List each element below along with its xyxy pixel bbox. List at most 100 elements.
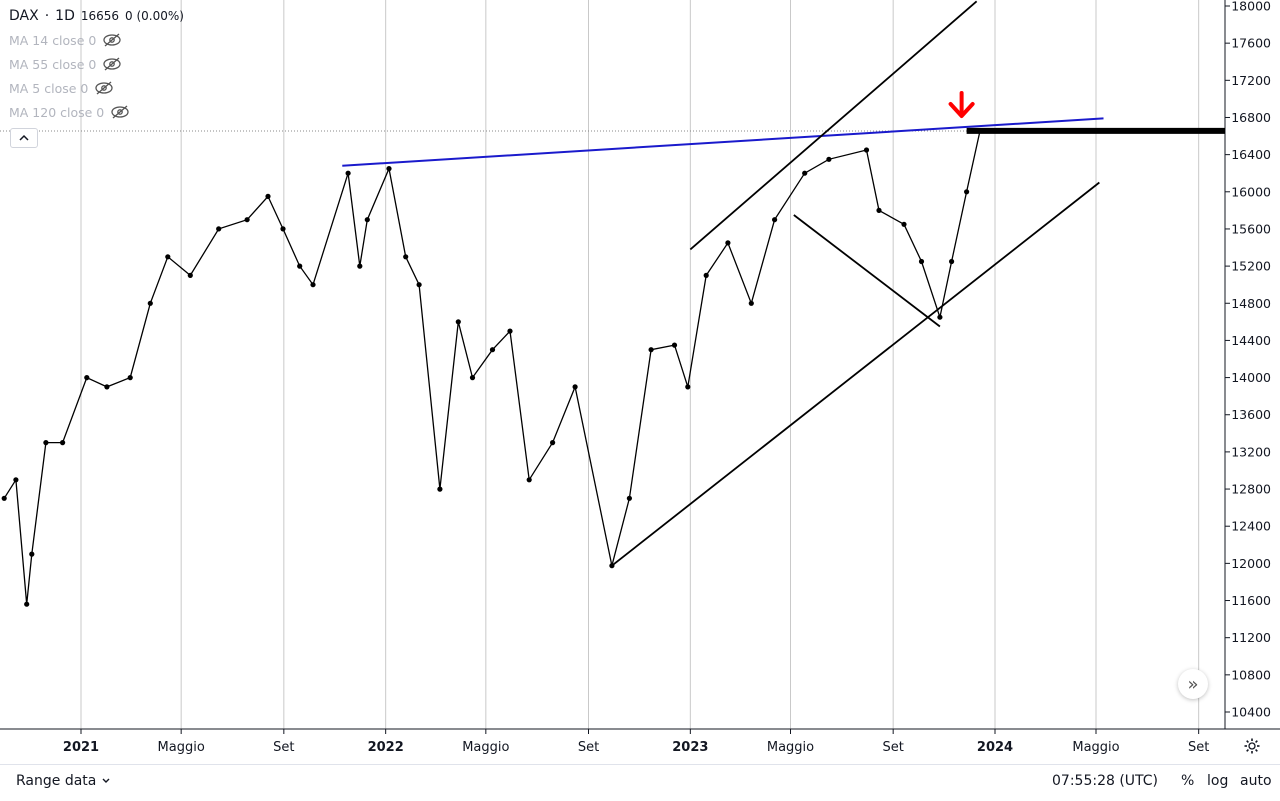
drawings-layer[interactable] [342, 0, 1225, 567]
chevron-up-icon [19, 134, 29, 141]
price-point [863, 147, 870, 153]
indicator-row[interactable]: MA 5 close 0 [9, 76, 184, 100]
chart-legend: DAX · 1D 16656 0 (0.00%) MA 14 close 0 M… [9, 8, 184, 124]
price-point [244, 217, 250, 223]
interval-label[interactable]: 1D [55, 8, 75, 24]
price-point [526, 477, 532, 483]
double-chevron-right-icon: » [1187, 673, 1199, 695]
price-point [703, 272, 709, 278]
date-range-button[interactable]: Range data [16, 773, 111, 789]
price-tick-label: 12800 [1231, 482, 1271, 497]
hidden-eye-icon[interactable] [102, 33, 122, 47]
price-point [24, 601, 30, 607]
price-point [187, 272, 193, 278]
price-point [937, 314, 943, 320]
indicator-label[interactable]: MA 120 close 0 [9, 104, 105, 120]
grid-lines [80, 0, 1200, 729]
price-tick-label: 11600 [1231, 593, 1271, 608]
date-range-label: Range data [16, 773, 97, 789]
price-tick-label: 16800 [1231, 110, 1271, 125]
symbol-row[interactable]: DAX · 1D 16656 0 (0.00%) [9, 8, 184, 28]
price-point [748, 300, 754, 306]
price-point [165, 254, 171, 260]
price-point [216, 226, 222, 232]
price-point [29, 551, 35, 557]
time-tick-label: 2021 [63, 740, 99, 755]
price-point [802, 170, 808, 176]
trendline-resistance[interactable] [342, 117, 1104, 167]
price-tick-label: 17600 [1231, 36, 1271, 51]
price-tick-label: 14400 [1231, 333, 1271, 348]
log-scale-toggle[interactable]: log [1207, 773, 1229, 789]
hidden-eye-icon[interactable] [94, 81, 114, 95]
scroll-to-realtime-button[interactable]: » [1178, 669, 1208, 699]
price-point [280, 226, 286, 232]
price-point [469, 375, 476, 381]
indicator-row[interactable]: MA 120 close 0 [9, 100, 184, 124]
price-point [345, 170, 351, 176]
price-chart[interactable]: 10400 10800 11200 11600 12000 12400 12800 13200… [0, 0, 1280, 764]
price-point [60, 440, 66, 446]
price-tick-label: 18000 [1231, 0, 1271, 14]
price-axis[interactable]: 10400 10800 11200 11600 12000 12400 12800 13200… [1225, 0, 1271, 720]
trendline-channel-upper[interactable] [689, 0, 978, 251]
time-tick-label: Set [1188, 740, 1209, 755]
price-point [13, 477, 19, 483]
indicator-label[interactable]: MA 5 close 0 [9, 80, 89, 96]
signal-arrow-layer [948, 91, 975, 118]
price-point [772, 217, 778, 223]
price-point [386, 166, 392, 172]
gear-icon [1244, 738, 1260, 754]
time-tick-label: Set [882, 740, 903, 755]
time-tick-label: Maggio [767, 740, 814, 755]
price-point [949, 258, 955, 265]
chevron-down-icon [102, 778, 110, 783]
price-point [918, 258, 925, 265]
collapse-legend-button[interactable] [10, 128, 38, 148]
price-point [671, 342, 678, 348]
price-point [455, 319, 461, 325]
price-tick-label: 12000 [1231, 556, 1271, 571]
price-series [1, 128, 983, 607]
price-tick-label: 17200 [1231, 73, 1271, 88]
indicator-label[interactable]: MA 14 close 0 [9, 32, 97, 48]
trendline-channel-lower[interactable] [611, 181, 1100, 567]
price-tick-label: 13200 [1231, 444, 1271, 459]
price-point [84, 375, 90, 381]
time-tick-label: 2024 [977, 740, 1013, 755]
time-tick-label: Maggio [462, 740, 509, 755]
percent-scale-toggle[interactable]: % [1181, 773, 1195, 789]
time-tick-label: Maggio [1072, 740, 1119, 755]
price-point [685, 384, 691, 390]
price-point [265, 193, 271, 199]
price-tick-label: 14000 [1231, 370, 1271, 385]
price-tick-label: 16400 [1231, 147, 1271, 162]
chart-settings-button[interactable] [1241, 735, 1263, 757]
symbol-name[interactable]: DAX [9, 8, 39, 24]
price-point [901, 221, 907, 227]
hidden-eye-icon[interactable] [102, 57, 122, 71]
price-change: 0 (0.00%) [125, 9, 184, 23]
hidden-eye-icon[interactable] [110, 105, 130, 119]
price-line [3, 130, 981, 605]
down-arrow-icon [948, 91, 975, 118]
price-point [725, 240, 731, 246]
time-tick-label: 2022 [368, 740, 404, 755]
utc-clock[interactable]: 07:55:28 (UTC) [1052, 773, 1159, 789]
time-tick-label: 2023 [672, 740, 708, 755]
time-axis[interactable]: 2021 Maggio Set 2022 Maggio Set 2023 Maggio Set 2… [63, 729, 1209, 755]
trendline-flag-upper[interactable] [793, 214, 941, 328]
indicator-row[interactable]: MA 14 close 0 [9, 28, 184, 52]
price-point [609, 563, 615, 569]
price-point [416, 282, 422, 288]
price-tick-label: 14800 [1231, 296, 1271, 311]
auto-scale-toggle[interactable]: auto [1240, 773, 1272, 789]
price-point [1, 495, 7, 501]
price-point [437, 486, 443, 492]
price-point [876, 207, 882, 213]
price-point [826, 156, 832, 162]
indicator-label[interactable]: MA 55 close 0 [9, 56, 97, 72]
price-tick-label: 15200 [1231, 259, 1271, 274]
price-tick-label: 12400 [1231, 519, 1271, 534]
indicator-row[interactable]: MA 55 close 0 [9, 52, 184, 76]
